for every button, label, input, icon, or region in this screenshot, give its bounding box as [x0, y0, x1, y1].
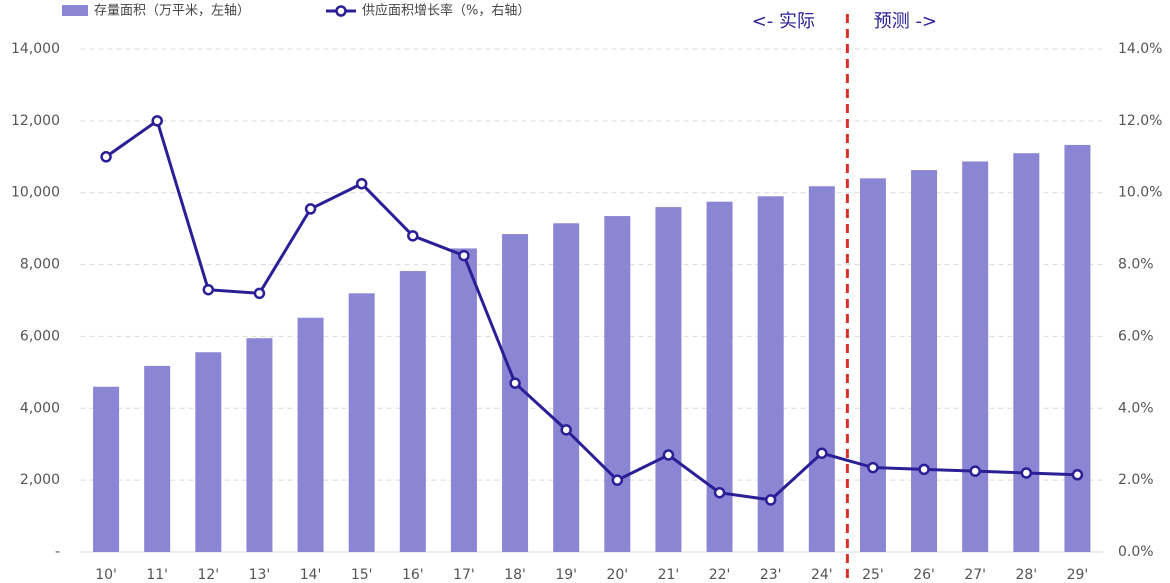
- annotation: 预测 ->: [874, 11, 937, 32]
- x-tick-label: 18': [504, 567, 526, 583]
- line-marker: [304, 203, 317, 215]
- x-tick-label: 27': [964, 567, 986, 583]
- line-marker: [662, 449, 675, 461]
- y2-tick-label: 6.0%: [1118, 328, 1154, 344]
- line-marker: [867, 461, 879, 474]
- line-marker: [151, 115, 163, 127]
- x-tick-label: 21': [658, 567, 680, 583]
- x-tick-label: 16': [402, 567, 424, 583]
- x-tick-label: 13': [249, 567, 271, 583]
- y2-tick-label: 2.0%: [1118, 472, 1154, 488]
- legend-label: 供应面积增长率（%，右轴）: [362, 3, 530, 19]
- y-tick-label: 8,000: [20, 257, 60, 273]
- x-tick-label: 24': [811, 567, 833, 583]
- x-tick-label: 12': [197, 567, 219, 583]
- bar: [399, 271, 426, 552]
- line-marker: [560, 424, 572, 436]
- bar: [348, 293, 375, 552]
- bar: [859, 178, 886, 553]
- line-marker: [355, 177, 368, 190]
- x-tick-label: 17': [453, 567, 475, 583]
- y-tick-label: 4,000: [20, 400, 60, 416]
- y-tick-label: 6,000: [20, 328, 60, 344]
- y2-tick-label: 10.0%: [1118, 185, 1162, 201]
- line-marker: [509, 377, 521, 389]
- x-tick-label: 25': [862, 567, 884, 583]
- line-marker: [407, 230, 419, 242]
- bar: [297, 317, 324, 552]
- annotation: <- 实际: [752, 11, 815, 32]
- x-tick-label: 19': [555, 567, 577, 583]
- x-tick-label: 26': [913, 567, 935, 583]
- x-tick-label: 29': [1067, 567, 1089, 583]
- x-tick-label: 14': [300, 567, 322, 583]
- y-tick-label: 2,000: [20, 472, 60, 488]
- bar: [808, 186, 835, 553]
- line-marker: [918, 463, 930, 476]
- bar: [553, 223, 580, 552]
- line-marker: [1020, 467, 1033, 479]
- legend-swatch: [62, 5, 88, 16]
- bar: [144, 365, 171, 552]
- y-tick-label: 14,000: [11, 41, 60, 57]
- line-marker: [1071, 469, 1084, 481]
- line-marker: [458, 249, 470, 262]
- x-tick-label: 23': [760, 567, 782, 583]
- x-tick-label: 20': [606, 567, 628, 583]
- bar: [655, 207, 682, 553]
- legend-marker: [335, 5, 347, 17]
- y-tick-label: 10,000: [11, 185, 60, 201]
- bar: [450, 248, 477, 552]
- bar: [706, 201, 733, 553]
- line-marker: [764, 494, 777, 506]
- line-marker: [969, 465, 981, 477]
- bar: [93, 386, 120, 552]
- y2-tick-label: 0.0%: [1118, 544, 1154, 560]
- x-tick-label: 22': [709, 567, 731, 583]
- bar: [604, 216, 631, 552]
- bar: [962, 161, 989, 552]
- bar: [195, 352, 222, 552]
- bar: [1064, 144, 1091, 552]
- bar: [1013, 153, 1040, 552]
- x-tick-label: 11': [146, 567, 168, 583]
- x-tick-label: 28': [1015, 567, 1037, 583]
- y2-tick-label: 14.0%: [1118, 41, 1162, 57]
- x-tick-label: 15': [351, 567, 373, 583]
- line: [105, 118, 1078, 502]
- line-marker: [202, 283, 215, 296]
- legend-label: 存量面积（万平米，左轴）: [94, 4, 250, 19]
- y-tick-label: 12,000: [11, 113, 60, 129]
- y2-tick-label: 8.0%: [1118, 257, 1154, 273]
- line-marker: [253, 287, 266, 300]
- y-tick-label: -: [55, 544, 60, 560]
- y2-tick-label: 4.0%: [1118, 400, 1154, 416]
- x-tick-label: 10': [95, 567, 117, 583]
- y2-tick-label: 12.0%: [1118, 113, 1162, 129]
- line-marker: [611, 474, 624, 486]
- line-marker: [816, 447, 828, 459]
- bar: [246, 338, 273, 552]
- bar: [911, 170, 938, 552]
- line-marker: [713, 486, 726, 499]
- line-marker: [100, 151, 112, 163]
